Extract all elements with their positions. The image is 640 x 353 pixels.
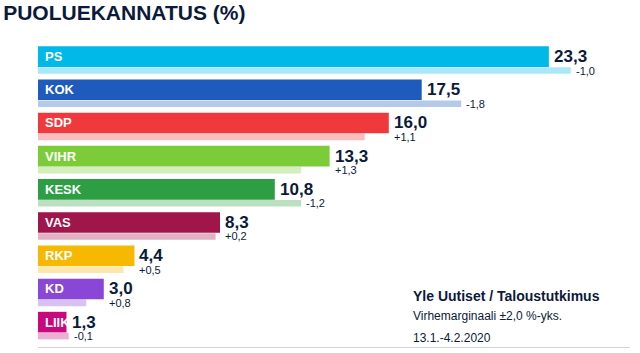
svg-text:Yle Uutiset / Taloustutkimus: Yle Uutiset / Taloustutkimus <box>413 288 600 304</box>
svg-text:13.1.-4.2.2020: 13.1.-4.2.2020 <box>413 331 491 345</box>
svg-text:+0,5: +0,5 <box>139 264 161 276</box>
svg-text:KD: KD <box>45 281 64 296</box>
svg-text:23,3: 23,3 <box>554 47 587 66</box>
svg-text:10,8: 10,8 <box>280 180 313 199</box>
svg-text:+0,2: +0,2 <box>225 230 247 242</box>
svg-text:KOK: KOK <box>45 82 75 97</box>
svg-text:VIHR: VIHR <box>45 149 77 164</box>
svg-text:8,3: 8,3 <box>225 213 249 232</box>
svg-text:PUOLUEKANNATUS (%): PUOLUEKANNATUS (%) <box>3 1 245 24</box>
svg-text:-1,0: -1,0 <box>576 65 595 77</box>
svg-text:SDP: SDP <box>45 115 72 130</box>
svg-text:+0,8: +0,8 <box>109 297 131 309</box>
svg-text:1,3: 1,3 <box>72 313 96 332</box>
svg-text:Virhemarginaali ±2,0 %-yks.: Virhemarginaali ±2,0 %-yks. <box>413 309 562 323</box>
svg-text:-0,1: -0,1 <box>74 330 93 342</box>
svg-text:VAS: VAS <box>45 215 71 230</box>
svg-text:4,4: 4,4 <box>139 246 163 265</box>
svg-text:13,3: 13,3 <box>335 147 368 166</box>
svg-text:-1,8: -1,8 <box>466 98 485 110</box>
svg-text:RKP: RKP <box>45 248 73 263</box>
svg-text:LIIK: LIIK <box>45 315 70 330</box>
svg-text:-1,2: -1,2 <box>306 197 325 209</box>
svg-text:3,0: 3,0 <box>109 279 133 298</box>
svg-text:PS: PS <box>45 49 63 64</box>
svg-text:16,0: 16,0 <box>394 113 427 132</box>
svg-text:KESK: KESK <box>45 182 82 197</box>
svg-text:17,5: 17,5 <box>427 80 460 99</box>
svg-text:+1,3: +1,3 <box>335 164 357 176</box>
svg-text:+1,1: +1,1 <box>394 131 416 143</box>
